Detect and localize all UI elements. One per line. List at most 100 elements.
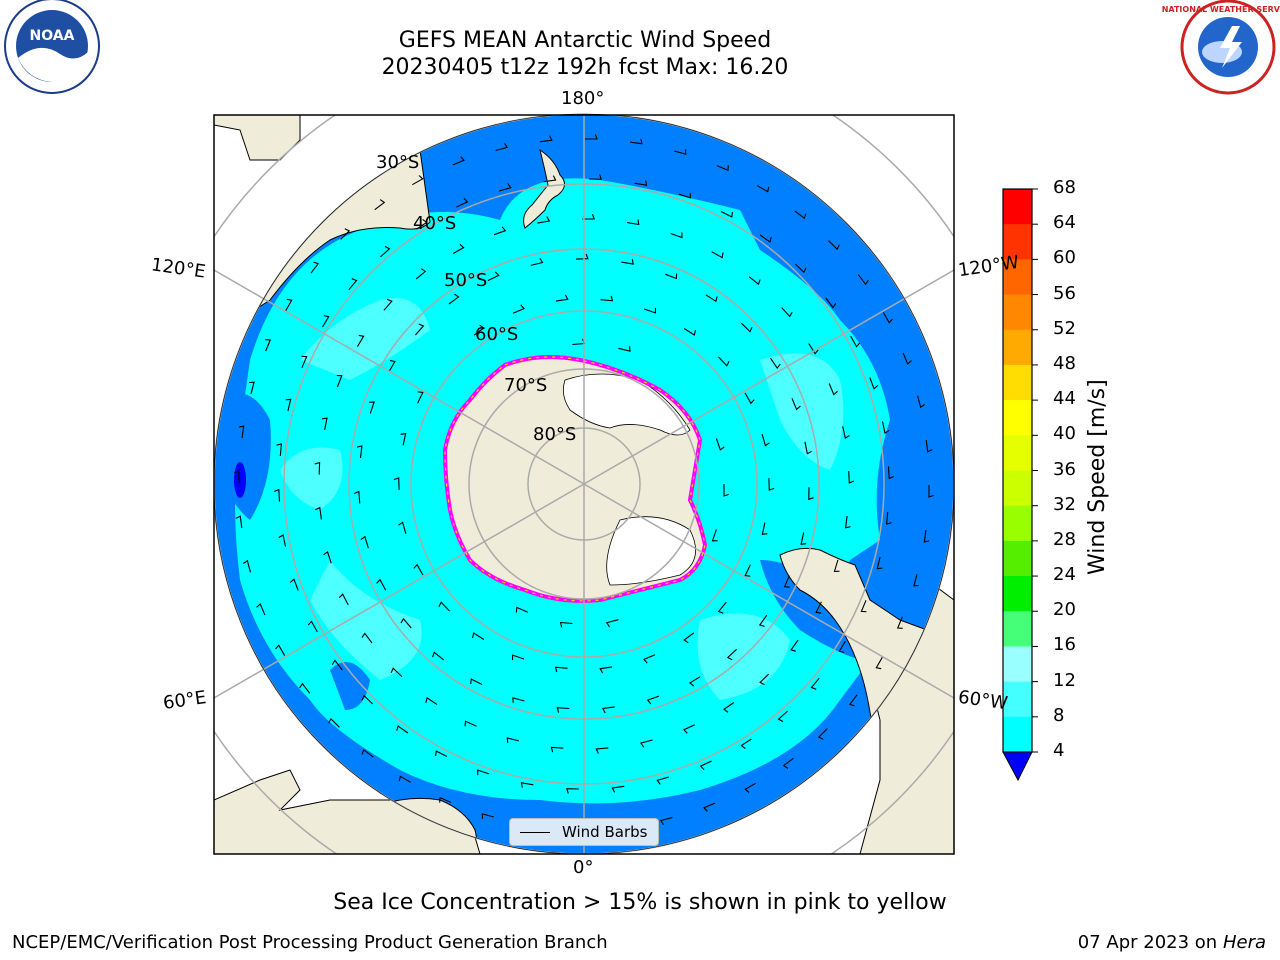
wind-barb [791, 398, 801, 411]
wind-barb [833, 559, 840, 572]
wind-barb [881, 421, 890, 434]
wind-barb [412, 175, 424, 186]
wind-barb [512, 697, 525, 703]
wind-barb [575, 253, 589, 260]
colorbar-segment [1003, 576, 1032, 612]
wind-barb [310, 261, 320, 274]
wind-barb [896, 616, 903, 629]
wind-barb [744, 782, 756, 793]
wind-barb [285, 398, 292, 412]
wind-barb [716, 165, 729, 172]
wind-barb [646, 695, 660, 705]
wind-barb [360, 535, 369, 549]
colorbar-tick-label: 32 [1053, 493, 1076, 515]
wind-barb [328, 717, 340, 728]
national-weather-service-logo: NATIONAL WEATHER SERVICE [1162, 0, 1280, 95]
wind-barb [699, 760, 712, 771]
wind-barb [882, 312, 893, 324]
wind-barb [235, 515, 243, 529]
wind-barb [744, 392, 755, 405]
sea-ice-caption: Sea Ice Concentration > 15% is shown in … [333, 890, 947, 915]
wind-barb [640, 739, 653, 748]
wind-barb [315, 506, 322, 520]
wind-barb [388, 360, 396, 373]
wind-barb [425, 697, 438, 706]
wind-barb [314, 461, 321, 475]
wind-barb [438, 601, 450, 612]
svg-text:NATIONAL WEATHER SERVICE: NATIONAL WEATHER SERVICE [1162, 5, 1280, 14]
wind-barb [361, 694, 374, 705]
lat-label-30s: 30°S [376, 152, 420, 173]
wind-barb [400, 617, 412, 629]
wind-barb [783, 575, 790, 588]
wind-barb [629, 138, 643, 145]
wind-barb [589, 174, 602, 180]
colorbar-segment [1003, 540, 1032, 577]
wind-barb [322, 315, 330, 328]
colorbar [1002, 188, 1038, 782]
wind-barb [374, 199, 386, 211]
wind-barb [599, 666, 613, 674]
wind-barb [353, 490, 361, 504]
wind-barb [794, 263, 807, 274]
wind-barb [715, 438, 725, 451]
wind-barb [398, 775, 411, 783]
wind-barb [435, 750, 448, 757]
wind-barb [376, 578, 387, 591]
wind-barb [439, 796, 452, 803]
wind-barb [902, 352, 912, 365]
lat-label-60s: 60°S [475, 324, 519, 345]
lat-label-50s: 50°S [444, 270, 488, 291]
wind-barb [875, 657, 883, 670]
wind-barb [416, 218, 428, 230]
wind-barb [506, 737, 520, 743]
wind-barb [682, 724, 696, 734]
colorbar-tick-label: 40 [1053, 423, 1076, 445]
legend-label: Wind Barbs [562, 823, 648, 841]
colorbar-segment [1003, 681, 1032, 718]
colorbar-tick-label: 8 [1053, 704, 1065, 726]
wind-barb [512, 304, 525, 314]
lat-label-80s: 80°S [533, 424, 577, 445]
wind-barb [869, 377, 879, 390]
wind-barb [413, 563, 424, 576]
wind-barb [400, 433, 407, 446]
wind-barb [761, 433, 770, 447]
wind-barb [842, 426, 850, 439]
wind-barb [860, 600, 867, 613]
wind-barb [582, 214, 595, 220]
lat-label-40s: 40°S [413, 213, 457, 234]
wind-barb [817, 728, 828, 740]
colorbar-tick-label: 12 [1053, 669, 1076, 691]
wind-barb [448, 293, 460, 305]
colorbar-tick-label: 36 [1053, 458, 1076, 480]
colorbar-tick-label: 64 [1053, 212, 1076, 234]
wind-barb [456, 197, 469, 208]
colorbar-segment [1003, 435, 1032, 471]
wind-barb [515, 606, 529, 613]
colorbar-segment [1003, 294, 1032, 331]
colorbar-extend-arrow [1002, 751, 1033, 782]
wind-barb [726, 648, 737, 661]
lon-label-180: 180° [561, 88, 605, 109]
colorbar-tick-label: 56 [1053, 282, 1076, 304]
wind-barb [621, 259, 634, 265]
footer-host: Hera [1222, 932, 1266, 953]
wind-barb [470, 678, 483, 685]
noaa-logo: NOAA [4, 0, 100, 94]
wind-barb [758, 614, 768, 627]
wind-barb [790, 639, 799, 652]
colorbar-tick-label: 20 [1053, 599, 1076, 621]
colorbar-segment [1003, 259, 1032, 296]
colorbar-tick-label: 48 [1053, 352, 1076, 374]
wind-barb-legend-line [520, 831, 550, 833]
colorbar-segment [1003, 189, 1032, 225]
wind-barb [744, 564, 751, 577]
wind-barb [511, 654, 525, 661]
graticule [214, 115, 954, 854]
wind-barb [670, 232, 683, 239]
wind-barb [659, 816, 673, 826]
wind-barb [554, 666, 568, 673]
wind-barb [720, 211, 733, 218]
lat-label-70s: 70°S [504, 375, 548, 396]
